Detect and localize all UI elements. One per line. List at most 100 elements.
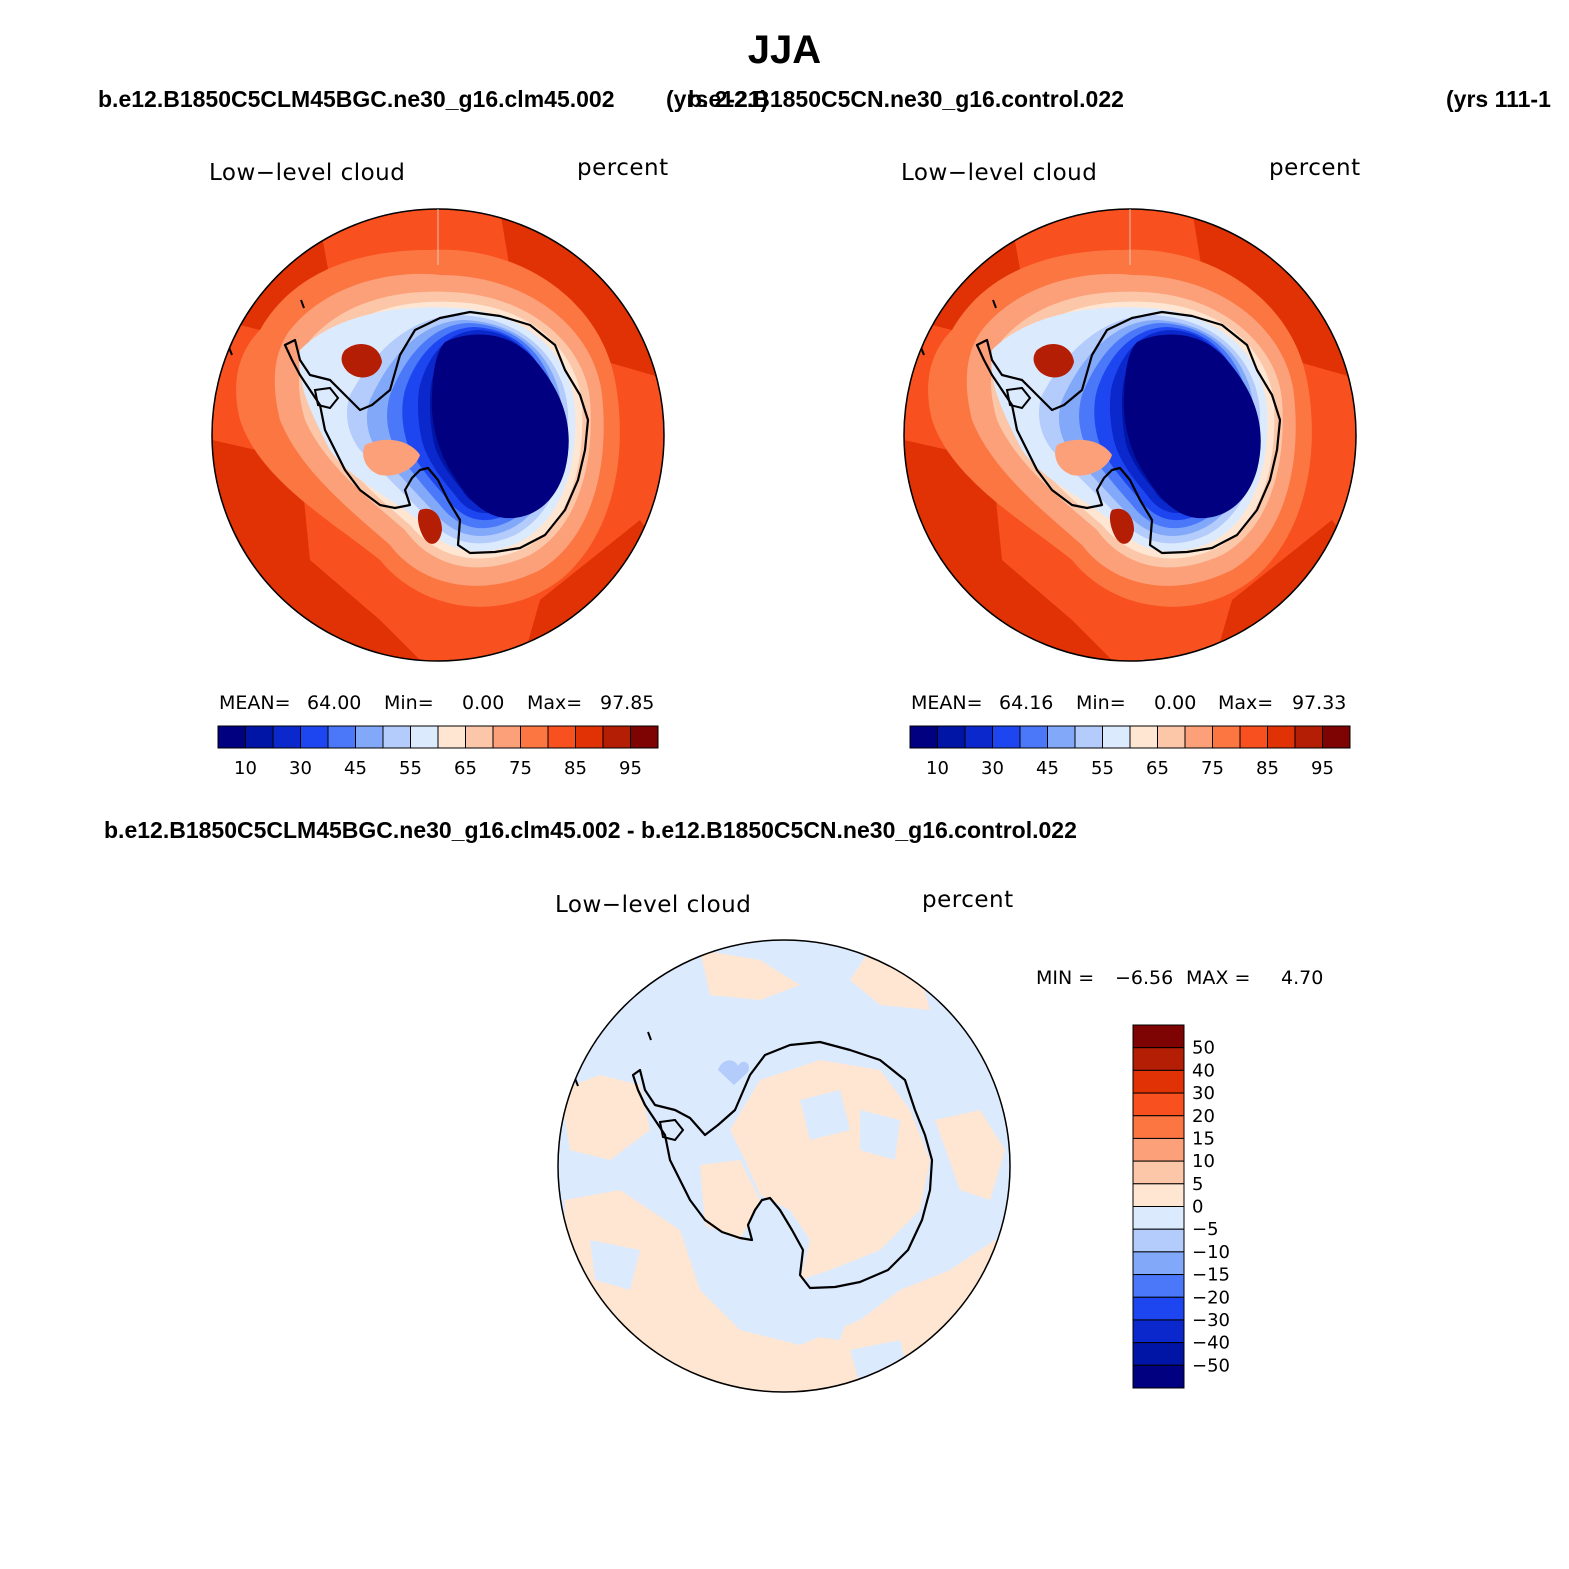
panel3-colorbar-swatch (1132, 1024, 1185, 1049)
panel3-colorbar-swatch (1132, 1319, 1185, 1344)
panel2-min-label: Min= (1076, 692, 1126, 714)
panel2-colorbar-swatch (1047, 725, 1076, 749)
panel2-colorbar-swatch (1102, 725, 1131, 749)
panel1-colorbar-swatch (575, 725, 604, 749)
panel3-variable: Low−level cloud (555, 892, 752, 918)
panel2-colorbar-label: 85 (1256, 758, 1279, 779)
panel3-colorbar-label: 10 (1192, 1151, 1215, 1172)
panel1-colorbar-label: 65 (454, 758, 477, 779)
panel1-colorbar-swatch (300, 725, 329, 749)
panel3-colorbar-label: −40 (1192, 1333, 1230, 1354)
panel3-colorbar-label: −5 (1192, 1219, 1219, 1240)
panel2-colorbar-label: 10 (926, 758, 949, 779)
panel1-mean-label: MEAN= (219, 692, 291, 714)
panel3-max: 4.70 (1281, 967, 1324, 989)
panel2-colorbar-swatch (1074, 725, 1103, 749)
panel2-colorbar-swatch (1212, 725, 1241, 749)
panel3-colorbar-label: 0 (1192, 1197, 1203, 1218)
panel1-colorbar-swatch (272, 725, 301, 749)
panel2-colorbar: 10 30 45 55 65 75 85 95 (909, 725, 1351, 779)
panel1-colorbar-swatch (410, 725, 439, 749)
panel3-colorbar-swatch (1132, 1092, 1185, 1117)
panel3-colorbar-swatch (1132, 1115, 1185, 1139)
panel1-colorbar-label: 30 (289, 758, 312, 779)
panel1-units: percent (577, 155, 669, 181)
panel3-map (557, 939, 1011, 1393)
panel3-colorbar-label: 5 (1192, 1174, 1203, 1195)
panel2-colorbar-swatch (1322, 725, 1351, 749)
panel3-colorbar-swatch (1132, 1047, 1185, 1071)
panel3-colorbar-swatch (1132, 1137, 1185, 1162)
panel2-map (903, 208, 1357, 662)
panel2-colorbar-swatch (1019, 725, 1048, 749)
panel1-colorbar-swatch (437, 725, 466, 749)
panel2-colorbar-swatch (992, 725, 1021, 749)
panel3-colorbar-label: −20 (1192, 1287, 1230, 1308)
panel3-colorbar-swatch (1132, 1296, 1185, 1321)
panel1-map (211, 208, 665, 662)
panel3-units: percent (922, 887, 1014, 913)
panel1-colorbar-swatch (492, 725, 521, 749)
panel2-max: 97.33 (1292, 692, 1347, 714)
panel2-colorbar-label: 30 (981, 758, 1004, 779)
panel2-colorbar-swatch (964, 725, 993, 749)
panel3-max-label: MAX = (1186, 967, 1251, 989)
panel1-colorbar-label: 10 (234, 758, 257, 779)
panel1-colorbar-label: 75 (509, 758, 532, 779)
panel3-colorbar-label: −30 (1192, 1310, 1230, 1331)
panel1-colorbar-label: 95 (619, 758, 642, 779)
panel3-colorbar-label: 20 (1192, 1106, 1215, 1127)
panel2-min: 0.00 (1154, 692, 1197, 714)
panel1-colorbar-swatch (382, 725, 411, 749)
panel2-colorbar-swatch (1157, 725, 1186, 749)
panel3-colorbar-swatch (1132, 1364, 1185, 1389)
panel2-colorbar-swatch (1129, 725, 1158, 749)
panel1-colorbar-label: 45 (344, 758, 367, 779)
diff-title: b.e12.B1850C5CLM45BGC.ne30_g16.clm45.002… (104, 817, 1077, 843)
panel1-max: 97.85 (600, 692, 655, 714)
panel1-colorbar-swatch (217, 725, 246, 749)
panel1-colorbar-swatch (520, 725, 549, 749)
panel3-colorbar-swatch (1132, 1274, 1185, 1298)
panel2-colorbar-swatch (909, 725, 938, 749)
panel3-min: −6.56 (1115, 967, 1174, 989)
panel1-colorbar-label: 85 (564, 758, 587, 779)
panel3-colorbar-label: −50 (1192, 1355, 1230, 1376)
panel2-colorbar-swatch (1267, 725, 1296, 749)
panel3-colorbar-label: 15 (1192, 1128, 1215, 1149)
panel1-colorbar-swatch (630, 725, 659, 749)
panel2-colorbar-swatch (1294, 725, 1323, 749)
case1-title: b.e12.B1850C5CLM45BGC.ne30_g16.clm45.002 (98, 86, 615, 112)
panel3-colorbar-label: 30 (1192, 1083, 1215, 1104)
panel3-min-label: MIN = (1036, 967, 1095, 989)
panel3-colorbar-label: −15 (1192, 1265, 1230, 1286)
panel1-colorbar-label: 55 (399, 758, 422, 779)
panel3-colorbar-swatch (1132, 1206, 1185, 1230)
panel2-mean-label: MEAN= (911, 692, 983, 714)
panel1-mean: 64.00 (307, 692, 362, 714)
panel2-colorbar-label: 75 (1201, 758, 1224, 779)
panel1-colorbar-swatch (327, 725, 356, 749)
panel3-colorbar-swatch (1132, 1160, 1185, 1185)
panel3-colorbar-swatch (1132, 1251, 1185, 1276)
panel3-colorbar-label: 40 (1192, 1060, 1215, 1081)
panel2-variable: Low−level cloud (901, 160, 1098, 186)
panel1-colorbar-swatch (547, 725, 576, 749)
panel1-min-label: Min= (384, 692, 434, 714)
panel2-colorbar-swatch (937, 725, 966, 749)
panel2-units: percent (1269, 155, 1361, 181)
panel1-min: 0.00 (462, 692, 505, 714)
panel1-colorbar-swatch (245, 725, 274, 749)
case2-title: b.e12.B1850C5CN.ne30_g16.control.022 (688, 86, 1124, 112)
panel2-colorbar-label: 55 (1091, 758, 1114, 779)
panel2-colorbar-swatch (1239, 725, 1268, 749)
panel3-colorbar-swatch (1132, 1228, 1185, 1253)
panel2-colorbar-label: 65 (1146, 758, 1169, 779)
figure-title: JJA (747, 28, 822, 72)
panel1-colorbar-swatch (602, 725, 631, 749)
panel1-variable: Low−level cloud (209, 160, 406, 186)
panel2-colorbar-label: 45 (1036, 758, 1059, 779)
panel3-colorbar-label: 50 (1192, 1038, 1215, 1059)
